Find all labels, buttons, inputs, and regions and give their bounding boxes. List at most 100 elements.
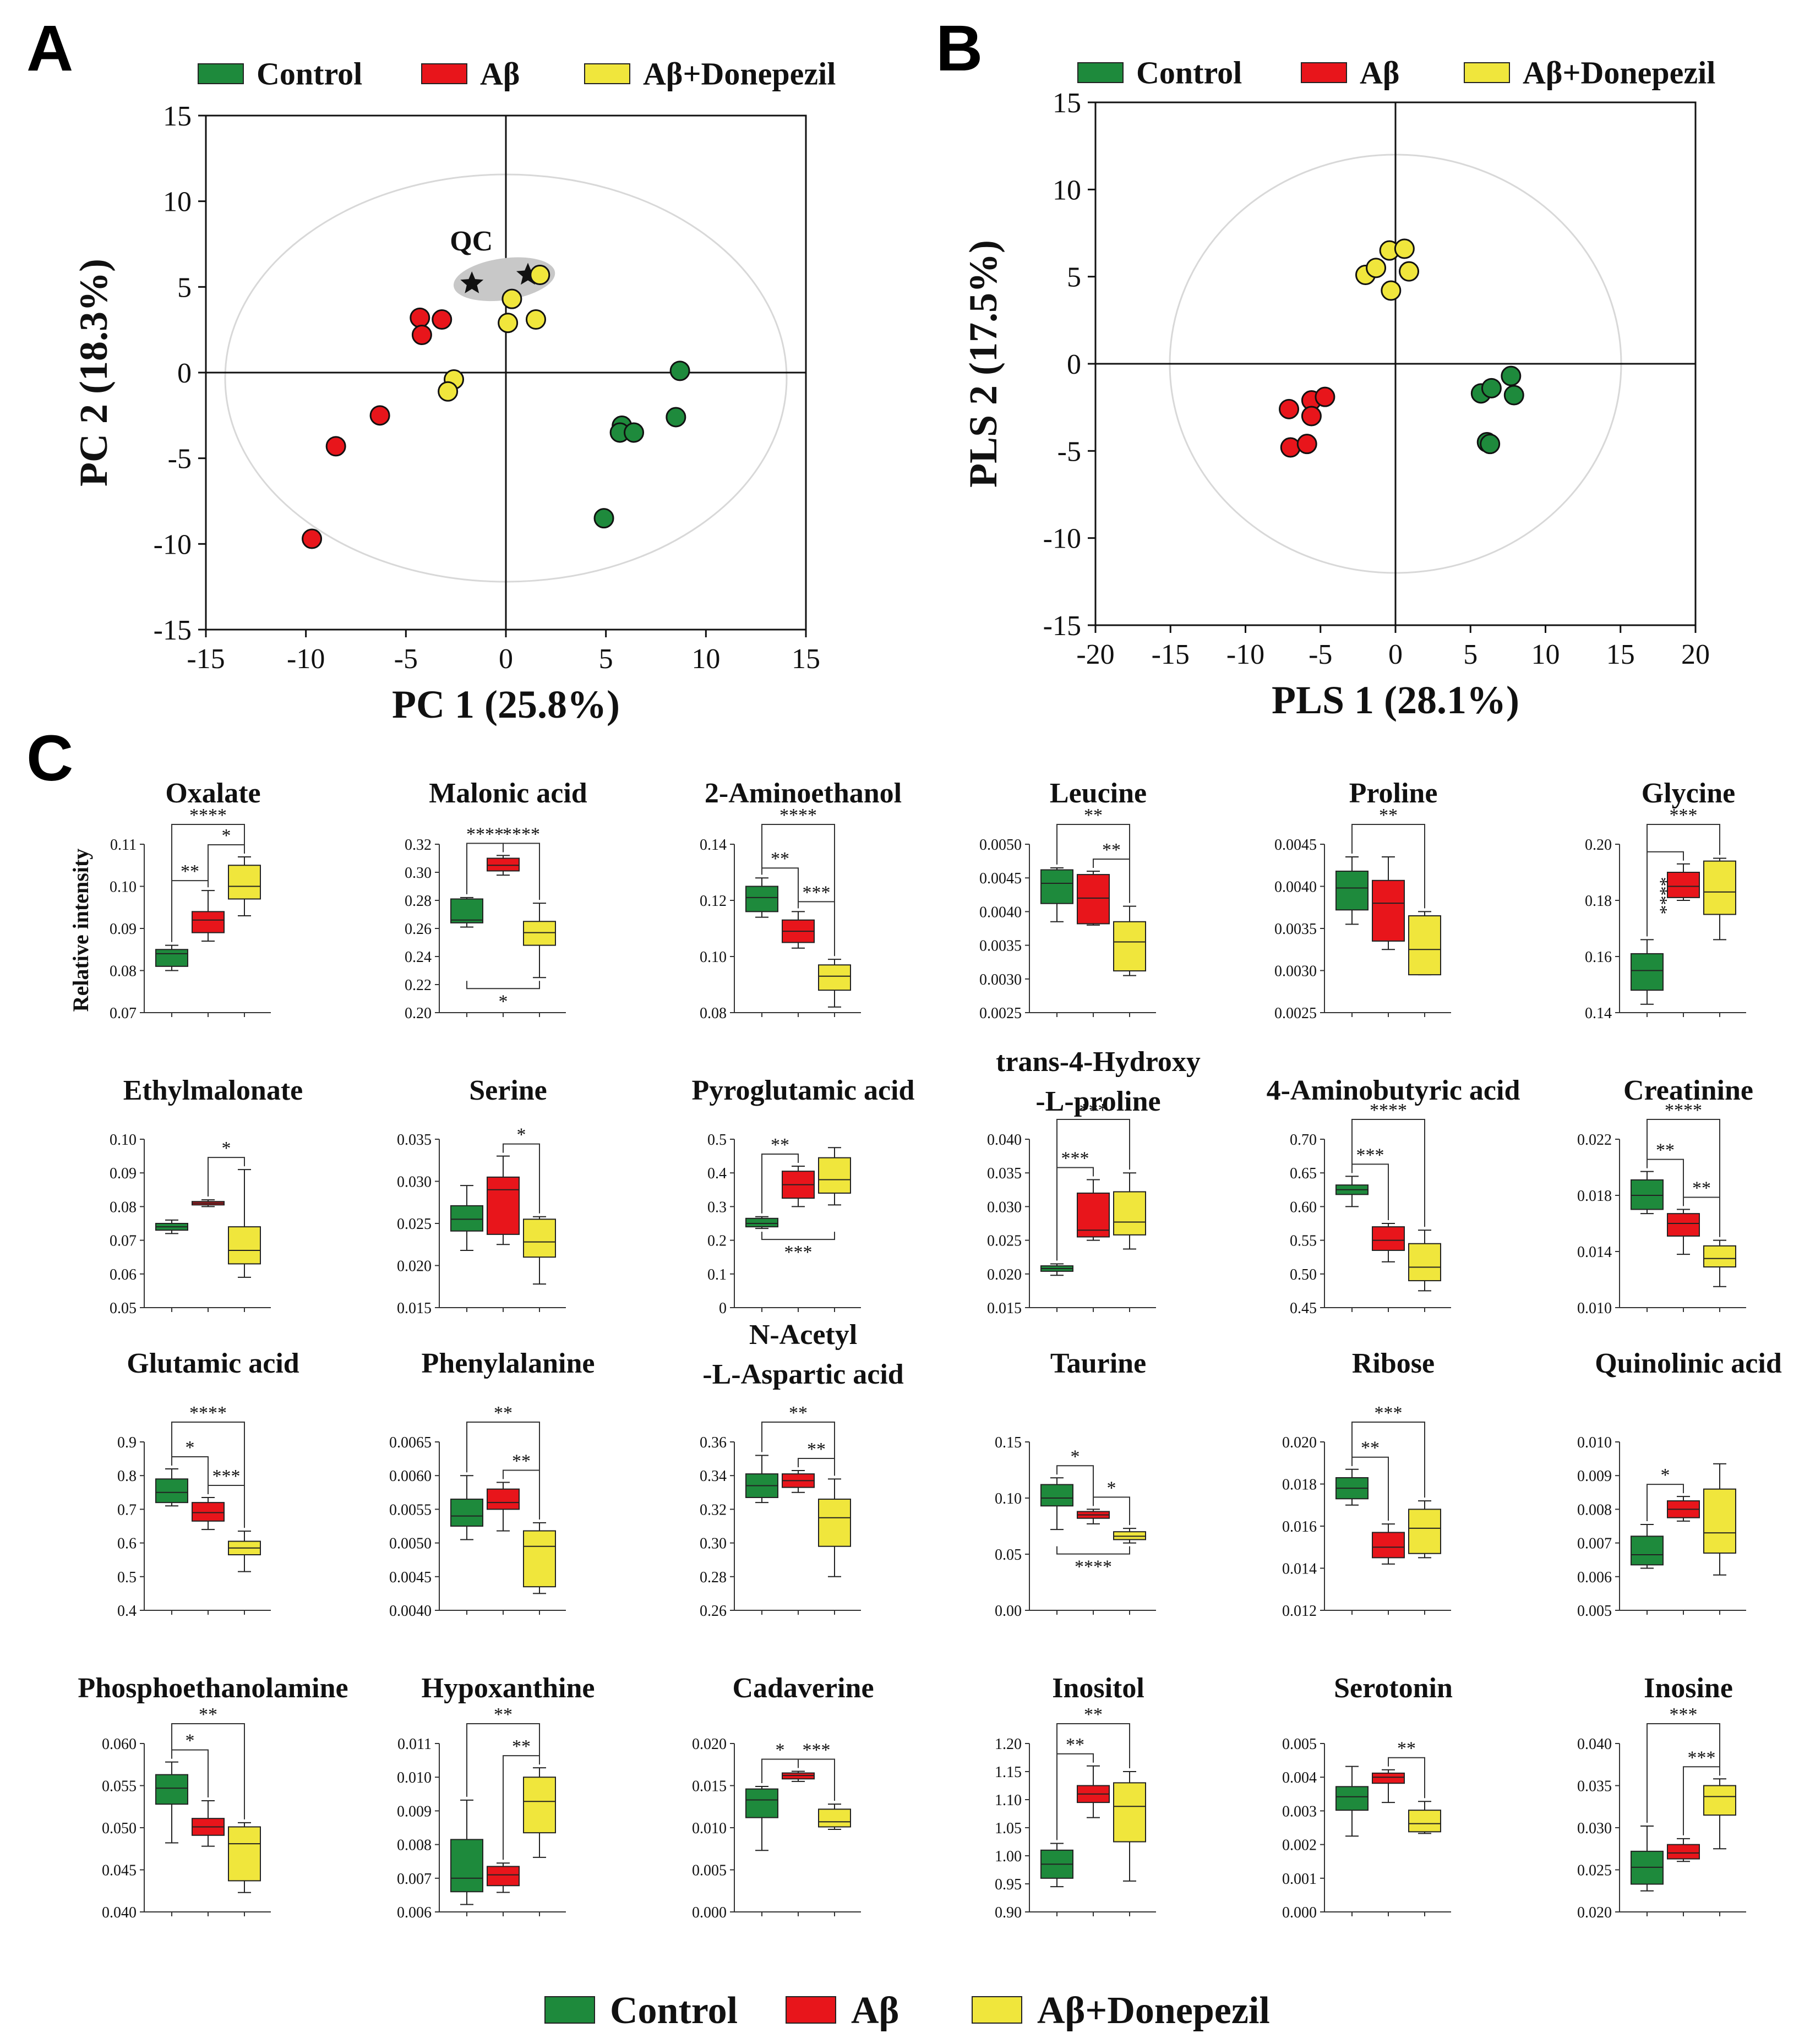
boxplot-proline: Proline 0.0025 0.0030 0.0035 0.0040 0.0045 ** <box>1274 778 1451 1022</box>
y-tick-label: 0.0035 <box>979 938 1022 955</box>
y-tick-label: 0.50 <box>1290 1266 1317 1283</box>
y-tick-label: -10 <box>1043 523 1081 555</box>
significance-bracket <box>1056 1723 1130 1840</box>
legend-swatch-abeta <box>1301 62 1347 83</box>
significance-bracket <box>1093 1496 1130 1526</box>
box-abeta <box>1372 1532 1405 1559</box>
box-control <box>1335 1786 1369 1811</box>
y-tick-label: 1.15 <box>995 1764 1022 1781</box>
qc-point <box>460 271 484 293</box>
box-abeta <box>192 911 225 933</box>
box-donepezil <box>1703 860 1736 915</box>
y-tick-label: 0.32 <box>405 837 432 854</box>
significance-bracket <box>171 824 245 942</box>
y-tick-label: 0.18 <box>1585 893 1612 910</box>
y-tick-label: 0.65 <box>1290 1165 1317 1182</box>
significance-bracket <box>1056 824 1130 903</box>
significance-bracket <box>1647 1723 1720 1823</box>
significance-stars: *** <box>784 1242 813 1263</box>
significance-bracket <box>1351 824 1425 909</box>
significance-stars: * <box>222 826 231 846</box>
y-tick-label: 0.1 <box>707 1266 727 1283</box>
y-tick-label: 0.0045 <box>979 870 1022 887</box>
box-donepezil <box>1703 1785 1736 1816</box>
x-tick-label: 0 <box>499 643 513 675</box>
data-point-control <box>1481 378 1502 398</box>
y-tick-label: 0.007 <box>397 1871 432 1888</box>
y-tick-label: 0.24 <box>405 949 432 966</box>
significance-stars: * <box>1071 1446 1080 1467</box>
significance-stars: *** <box>1356 1145 1384 1165</box>
box-control <box>450 1499 483 1527</box>
boxplot-trans-4-hydroxy-l-proline: trans-4-Hydroxy -L-proline 0.015 0.020 0.025… <box>987 1046 1201 1317</box>
significance-stars: **** <box>1370 1100 1407 1121</box>
y-tick-label: 0.040 <box>987 1132 1022 1149</box>
plot-title: Ribose <box>1352 1348 1435 1379</box>
significance-stars: ** <box>1084 1704 1103 1725</box>
legend-label-abeta: Aβ <box>1360 55 1399 91</box>
box-abeta <box>1667 1213 1700 1237</box>
significance-bracket <box>1388 1757 1425 1799</box>
box-donepezil <box>818 964 851 991</box>
box-abeta <box>192 1502 225 1522</box>
y-tick-label: 0.5 <box>117 1569 137 1586</box>
y-tick-label: 0.014 <box>1577 1244 1612 1261</box>
significance-bracket <box>466 981 540 990</box>
significance-bracket <box>1647 1484 1684 1521</box>
y-tick-label: 0.020 <box>397 1258 432 1275</box>
y-tick-label: 0.2 <box>707 1233 727 1250</box>
y-tick-label: 0.55 <box>1290 1233 1317 1250</box>
y-tick-label: 0.30 <box>700 1535 727 1553</box>
y-tick-label: 5 <box>177 272 192 303</box>
data-point-donepezil <box>1366 258 1387 278</box>
y-tick-label: 0.05 <box>995 1546 1022 1564</box>
significance-stars: **** <box>1650 877 1671 915</box>
plot-title: Malonic acid <box>429 778 587 809</box>
x-axis-label: PLS 1 (28.1%) <box>1272 678 1519 722</box>
y-tick-label: 0.22 <box>405 977 432 994</box>
y-tick-label: 0.07 <box>110 1005 137 1022</box>
significance-stars: ** <box>807 1439 826 1460</box>
box-donepezil <box>1408 1509 1441 1554</box>
x-tick-label: -10 <box>287 643 325 675</box>
x-tick-label: 10 <box>1531 639 1560 670</box>
significance-stars: ** <box>494 1704 513 1725</box>
boxplot-phosphoethanolamine: Phosphoethanolamine 0.040 0.045 0.050 0.055 0… <box>78 1673 348 1921</box>
significance-stars: *** <box>1670 805 1698 826</box>
y-tick-label: 0.95 <box>995 1876 1022 1893</box>
y-tick-label: 0.009 <box>397 1803 432 1820</box>
legend-label-abeta: Aβ <box>480 56 520 92</box>
x-tick-label: 15 <box>1606 639 1635 670</box>
y-tick-label: 0.05 <box>110 1300 137 1317</box>
y-tick-label: 0.020 <box>692 1736 727 1753</box>
y-tick-label: 0.36 <box>700 1434 727 1451</box>
y-tick-label: 0.0050 <box>389 1535 432 1553</box>
pca-score-plot: -15 -10 -5 0 5 10 15 -15 -10 -5 0 5 10 15 PC 1 (25.8%)… <box>72 101 820 726</box>
significance-stars: ** <box>771 1135 789 1155</box>
data-point-abeta <box>1296 434 1317 455</box>
y-tick-label: 0 <box>1067 349 1081 380</box>
significance-stars: **** <box>189 1403 227 1423</box>
plot-title: Oxalate <box>165 778 260 809</box>
y-axis-label: PLS 2 (17.5%) <box>961 240 1005 488</box>
y-tick-label: 0.14 <box>700 837 727 854</box>
data-point-donepezil <box>501 288 522 309</box>
data-point-donepezil <box>1394 238 1415 259</box>
significance-bracket <box>1351 1422 1425 1498</box>
y-tick-label: 0.08 <box>700 1005 727 1022</box>
significance-bracket <box>1647 1119 1720 1237</box>
box-control <box>155 949 188 967</box>
significance-bracket <box>208 1157 245 1197</box>
legend-swatch-donepezil <box>1464 62 1510 83</box>
boxplot-4-aminobutyric-acid: 4-Aminobutyric acid 0.45 0.50 0.55 0.60 0.65 0… <box>1267 1075 1520 1317</box>
box-control <box>450 898 483 923</box>
y-tick-label: 0.035 <box>397 1132 432 1149</box>
y-tick-label: 0.7 <box>117 1501 137 1518</box>
plot-title: Leucine <box>1050 778 1147 809</box>
boxplot-inositol: Inositol 0.90 0.95 1.00 1.05 1.10 1.15 1.20 **** <box>995 1673 1156 1921</box>
y-tick-label: 0.00 <box>995 1603 1022 1620</box>
boxplot-leucine: Leucine 0.0025 0.0030 0.0035 0.0040 0.0045 0.0… <box>979 778 1156 1022</box>
y-tick-label: 0.32 <box>700 1501 727 1518</box>
